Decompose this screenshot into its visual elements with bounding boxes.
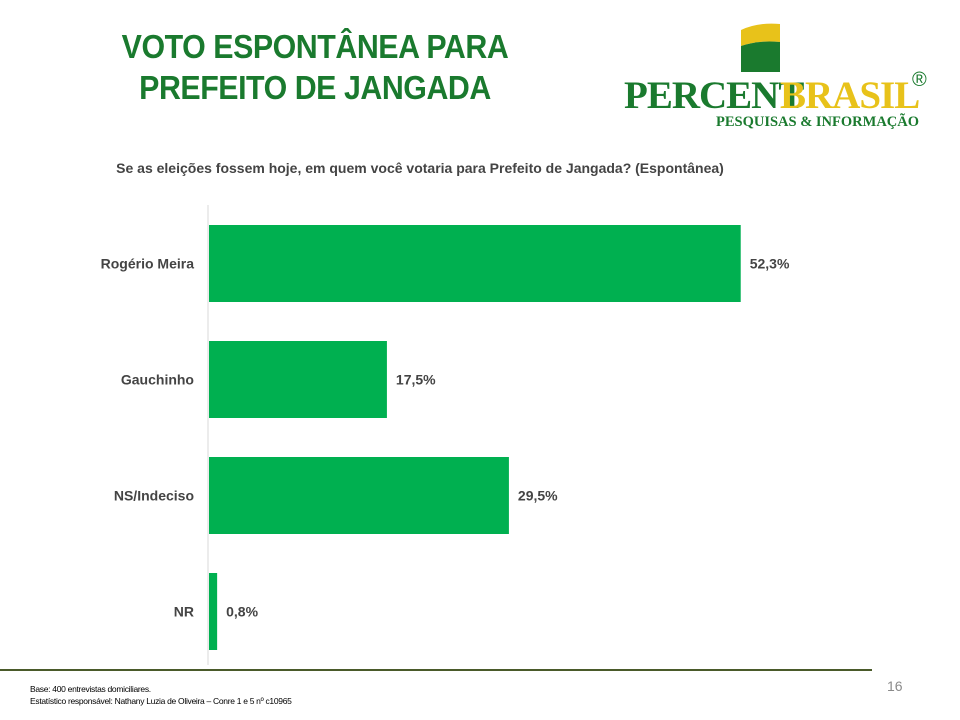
logo-registered-mark: ®	[912, 69, 927, 91]
category-label: Rogério Meira	[101, 256, 195, 272]
footer-notes: Base: 400 entrevistas domiciliares. Esta…	[30, 683, 292, 707]
logo-word-brasil: BRASIL	[780, 74, 919, 117]
bar-3	[209, 573, 218, 650]
data-label: 29,5%	[518, 488, 558, 504]
chart-question: Se as eleições fossem hoje, em quem você…	[116, 160, 724, 176]
bar-1	[209, 341, 387, 418]
category-label: Gauchinho	[121, 372, 194, 388]
data-label: 52,3%	[750, 256, 790, 272]
data-label: 0,8%	[226, 604, 258, 620]
data-label: 17,5%	[396, 372, 436, 388]
bar-0	[209, 225, 741, 302]
footer-base: Base: 400 entrevistas domiciliares.	[30, 684, 151, 694]
logo-word-percent: PERCENT	[624, 74, 804, 117]
footer-divider	[0, 669, 872, 671]
logo-tagline: PESQUISAS & INFORMAÇÃO	[716, 112, 919, 130]
bar-chart: Rogério Meira 52,3% Gauchinho 17,5% NS/Indec…	[101, 205, 790, 665]
page-number: 16	[887, 678, 903, 694]
category-label: NR	[174, 604, 194, 620]
page-title-line1: VOTO ESPONTÂNEA PARA	[121, 28, 509, 65]
page-title: VOTO ESPONTÂNEA PARA PREFEITO DE JANGADA	[80, 26, 549, 108]
footer-statistician: Estatístico responsável: Nathany Luzia d…	[30, 696, 292, 706]
logo-flag-green	[741, 41, 780, 72]
category-label: NS/Indeciso	[114, 488, 194, 504]
logo-flag-yellow	[741, 23, 780, 46]
percentbrasil-logo: PERCENT BRASIL ® PESQUISAS & INFORMAÇÃO	[624, 23, 927, 130]
bar-2	[209, 457, 509, 534]
page-title-line2: PREFEITO DE JANGADA	[139, 69, 491, 106]
